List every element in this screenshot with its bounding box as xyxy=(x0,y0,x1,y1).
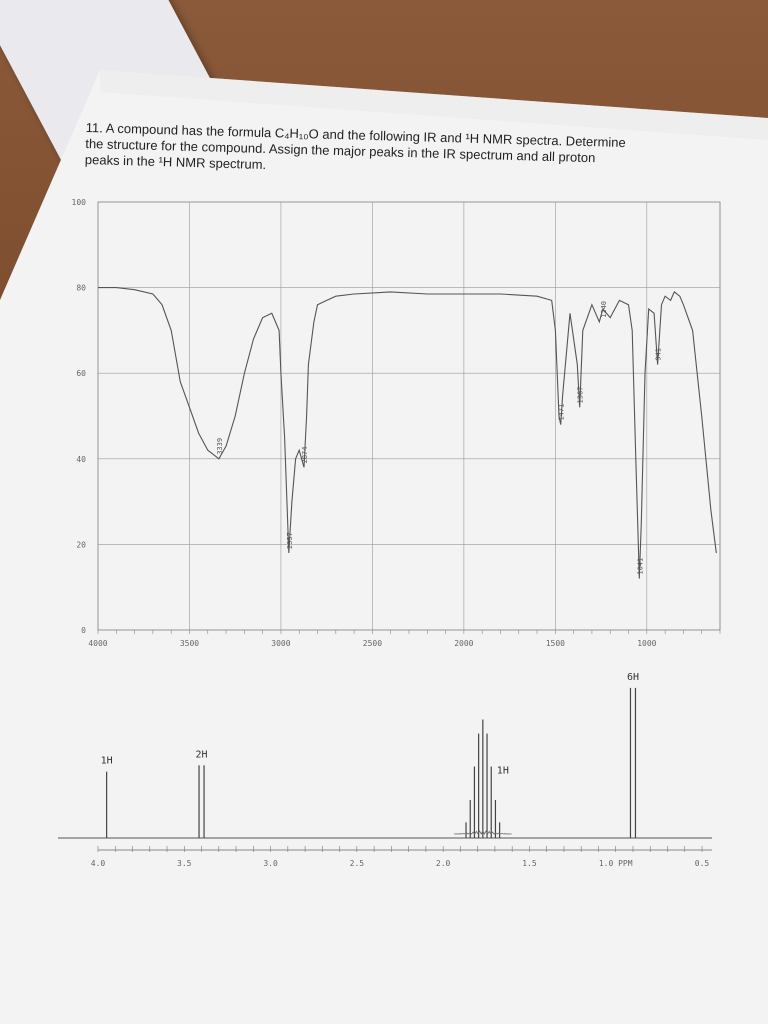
ir-y-tick-label: 100 xyxy=(72,198,87,207)
nmr-integration-label: 1H xyxy=(497,766,509,777)
nmr-x-tick-label: 3.0 xyxy=(263,859,278,868)
paper-sheet xyxy=(0,70,768,1024)
ir-peak-label: 3339 xyxy=(216,438,224,455)
ir-y-tick-label: 40 xyxy=(76,455,86,464)
ir-x-tick-label: 1000 xyxy=(637,639,656,648)
ir-x-tick-label: 2000 xyxy=(454,639,473,648)
ir-x-tick-label: 4000 xyxy=(88,639,107,648)
nmr-x-tick-label: 2.0 xyxy=(436,859,451,868)
ir-peak-label: 1471 xyxy=(558,404,566,421)
ir-x-tick-label: 2500 xyxy=(363,639,382,648)
ir-peak-label: 1240 xyxy=(600,301,608,318)
ir-y-tick-label: 80 xyxy=(76,284,86,293)
nmr-x-tick-label: 1.5 xyxy=(522,859,537,868)
question-number: 11. xyxy=(85,120,104,136)
nmr-x-tick-label: 2.5 xyxy=(350,859,365,868)
nmr-x-tick-label: 1.0 PPM xyxy=(599,859,633,868)
nmr-x-tick-label: 3.5 xyxy=(177,859,192,868)
ir-peak-label: 2957 xyxy=(286,532,294,549)
ir-peak-label: 1041 xyxy=(636,558,644,575)
ir-peak-label: 2874 xyxy=(301,447,309,464)
nmr-spectrum-chart: 4.0 3.5 3.0 2.5 2.0 1.5 1.0 PPM 0.5 1H 2H 1H 6H xyxy=(58,672,712,868)
nmr-x-tick-label: 0.5 xyxy=(695,859,710,868)
ir-x-tick-label: 3500 xyxy=(180,639,199,648)
ir-x-tick-label: 3000 xyxy=(271,639,290,648)
nmr-integration-label: 1H xyxy=(101,756,113,767)
nmr-x-tick-label: 4.0 xyxy=(91,859,106,868)
ir-y-tick-label: 60 xyxy=(76,369,86,378)
ir-y-tick-label: 0 xyxy=(81,626,86,635)
ir-y-tick-label: 20 xyxy=(76,540,86,549)
nmr-integration-label: 2H xyxy=(196,749,208,760)
ir-peak-label: 941 xyxy=(655,348,663,361)
nmr-expansion-trace xyxy=(453,830,512,835)
ir-spectrum-line xyxy=(98,287,717,579)
nmr-integration-label: 6H xyxy=(627,672,639,683)
ir-peak-label: 1367 xyxy=(577,387,585,404)
ir-x-tick-label: 1500 xyxy=(546,639,565,648)
